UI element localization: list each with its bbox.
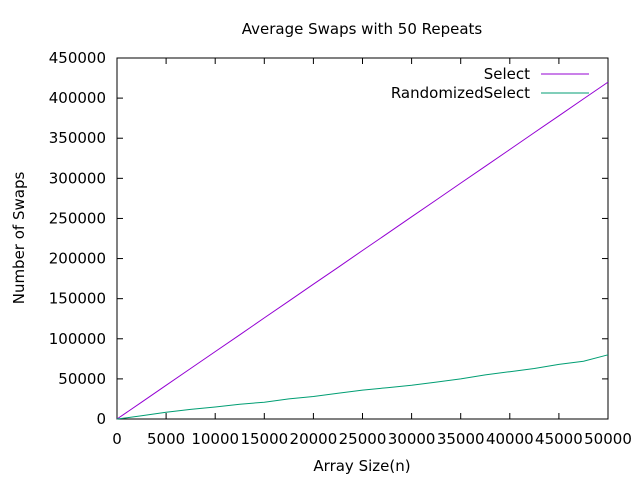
x-tick-label: 25000 — [339, 430, 387, 448]
x-tick-label: 45000 — [535, 430, 583, 448]
y-tick-label: 50000 — [58, 370, 106, 388]
x-tick-label: 0 — [112, 430, 122, 448]
plot-area-border — [116, 57, 609, 420]
y-tick-label: 200000 — [49, 250, 106, 268]
x-axis-label: Array Size(n) — [313, 457, 410, 475]
x-tick-label: 5000 — [147, 430, 185, 448]
x-tick-label: 20000 — [290, 430, 338, 448]
series-line-randomized-select — [116, 354, 609, 420]
axis-ticks: 0 5000 10000 15000 20000 25000 30000 35000 40000… — [49, 49, 632, 448]
y-tick-label: 150000 — [49, 290, 106, 308]
chart-title: Average Swaps with 50 Repeats — [242, 20, 483, 38]
x-tick-label: 15000 — [240, 430, 288, 448]
x-tick-label: 50000 — [584, 430, 632, 448]
y-tick-label: 450000 — [49, 49, 106, 67]
series-line-select — [116, 81, 609, 420]
y-tick-label: 300000 — [49, 169, 106, 187]
y-tick-label: 100000 — [49, 330, 106, 348]
x-tick-label: 30000 — [388, 430, 436, 448]
legend-label: Select — [484, 65, 530, 83]
y-tick-label: 0 — [96, 410, 106, 428]
x-tick-label: 35000 — [437, 430, 485, 448]
x-tick-label: 40000 — [486, 430, 534, 448]
x-tick-label: 10000 — [191, 430, 239, 448]
y-tick-label: 350000 — [49, 129, 106, 147]
y-tick-label: 250000 — [49, 209, 106, 227]
data-series — [116, 81, 609, 420]
y-axis-label: Number of Swaps — [10, 172, 28, 305]
legend-label: RandomizedSelect — [391, 84, 530, 102]
y-tick-label: 400000 — [49, 89, 106, 107]
